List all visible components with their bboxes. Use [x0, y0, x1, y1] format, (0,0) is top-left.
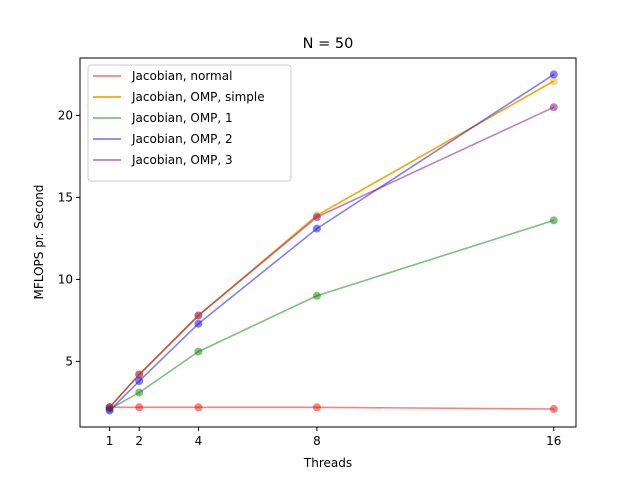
y-axis-label: MFLOPS pr. Second: [32, 185, 46, 300]
data-point-4-4: [549, 103, 558, 112]
y-tick-label-1: 10: [58, 272, 73, 286]
y-tick-label-2: 15: [58, 190, 73, 204]
y-tick-label-0: 5: [65, 354, 73, 368]
legend-label-4: Jacobian, OMP, 3: [131, 153, 233, 167]
x-axis-label: Threads: [303, 456, 352, 470]
data-point-2-3: [312, 291, 321, 300]
x-tick-label-2: 4: [195, 434, 203, 448]
data-point-0-3: [312, 403, 321, 412]
axes-frame: [79, 57, 577, 428]
data-point-4-0: [105, 403, 114, 412]
x-tick-label-4: 16: [546, 434, 561, 448]
data-point-2-4: [549, 216, 558, 225]
legend-label-1: Jacobian, OMP, simple: [131, 90, 265, 104]
plot-area: 1 2 4 8 16 5 10 15 20: [58, 57, 577, 448]
legend: Jacobian, normal Jacobian, OMP, simple Jac…: [87, 64, 292, 182]
data-point-3-2: [194, 319, 203, 328]
data-point-2-2: [194, 347, 203, 356]
chart-title: N = 50: [303, 36, 354, 52]
data-point-4-2: [194, 311, 203, 320]
data-point-2-1: [135, 388, 144, 397]
data-point-1-4: [549, 77, 558, 85]
data-point-3-3: [312, 224, 321, 233]
legend-label-3: Jacobian, OMP, 2: [131, 132, 233, 146]
legend-label-2: Jacobian, OMP, 1: [131, 111, 233, 125]
data-point-3-1: [135, 377, 144, 386]
x-tick-label-3: 8: [313, 434, 321, 448]
y-tick-label-3: 20: [58, 108, 73, 122]
data-point-0-2: [194, 403, 203, 412]
x-tick-label-1: 2: [135, 434, 143, 448]
data-point-4-1: [135, 370, 144, 379]
data-point-0-1: [135, 403, 144, 412]
series-line-2: [109, 219, 555, 410]
data-point-3-4: [549, 70, 558, 79]
series-line-0: [109, 406, 554, 410]
legend-label-0: Jacobian, normal: [131, 69, 232, 83]
data-point-4-3: [312, 213, 321, 222]
legend-box: [87, 64, 292, 182]
x-tick-label-0: 1: [106, 434, 114, 448]
data-point-0-4: [549, 405, 558, 413]
